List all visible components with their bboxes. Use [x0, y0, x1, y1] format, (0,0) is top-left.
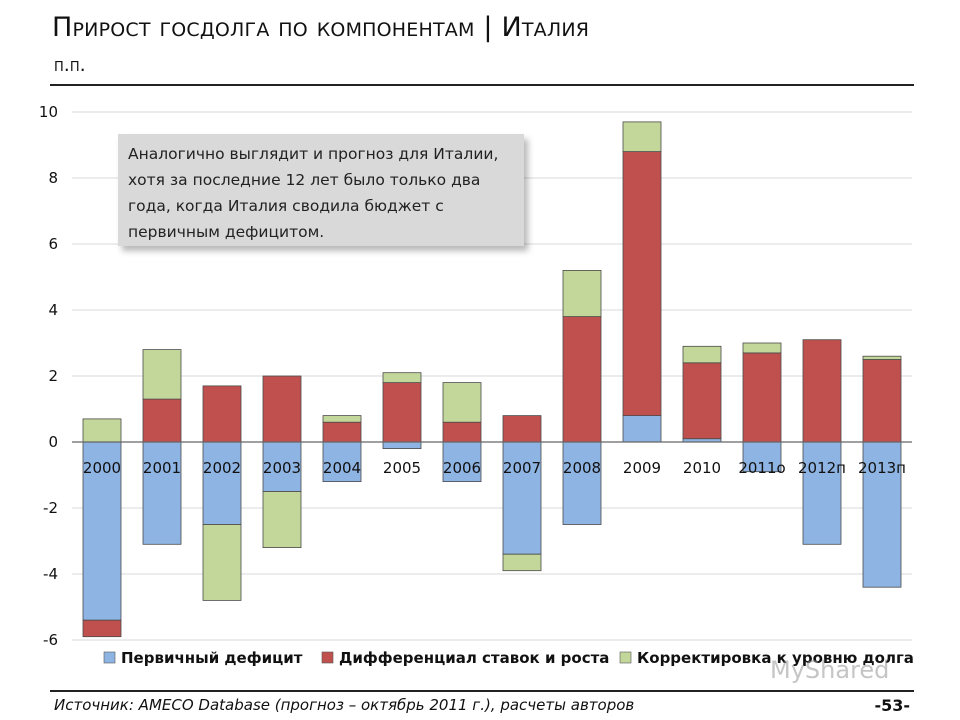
- bar-segment: [622, 151, 662, 417]
- bar-segment: [562, 441, 602, 525]
- bar-segment: [862, 355, 902, 360]
- x-tick-label: 2007: [503, 459, 541, 477]
- y-tick-label: 0: [48, 433, 58, 451]
- x-tick-label: 2001: [143, 459, 181, 477]
- bar-segment: [202, 385, 242, 443]
- bar-segment: [142, 349, 182, 400]
- x-tick-label: 2000: [83, 459, 121, 477]
- bar-segment: [682, 362, 722, 440]
- legend-label: Дифференциал ставок и роста: [339, 649, 609, 667]
- bar-segment: [382, 441, 422, 449]
- bar-segment: [742, 352, 782, 443]
- watermark-logo: MyShared: [770, 656, 890, 684]
- legend-label: Первичный дефицит: [121, 649, 303, 667]
- x-tick-label: 2009: [623, 459, 661, 477]
- bar-segment: [802, 339, 842, 443]
- axes: 10 8 6 4 2 0 -2 -4 -6 2000 2001 2002 2003 2004 2005 200…: [39, 103, 912, 649]
- bar-segment: [442, 421, 482, 443]
- bar-segment: [262, 375, 302, 443]
- x-tick-label: 2008: [563, 459, 601, 477]
- x-tick-label: 2004: [323, 459, 361, 477]
- bar-segment: [562, 269, 602, 317]
- legend-swatch: [103, 651, 116, 664]
- bar-segment: [442, 382, 482, 423]
- bar-segment: [82, 418, 122, 443]
- x-tick-label: 2010: [683, 459, 721, 477]
- bar-segment: [502, 415, 542, 443]
- bar-segment: [742, 441, 782, 473]
- bar-segment: [742, 342, 782, 354]
- y-tick-label: 4: [48, 301, 58, 319]
- x-tick-label: 2006: [443, 459, 481, 477]
- y-tick-label: 10: [39, 103, 58, 121]
- bar-segment: [802, 441, 842, 545]
- x-tick-label: 2005: [383, 459, 421, 477]
- bar-segment: [202, 524, 242, 601]
- page-number: -53-: [874, 696, 910, 715]
- bar-segment: [322, 421, 362, 443]
- bar-segment: [562, 316, 602, 443]
- bar-segment: [442, 441, 482, 482]
- bar-segment: [622, 415, 662, 443]
- x-tick-label: 2013п: [858, 459, 906, 477]
- x-tick-label: 2012п: [798, 459, 846, 477]
- bar-segment: [82, 441, 122, 621]
- top-divider: [50, 84, 914, 86]
- y-tick-label: -4: [43, 565, 58, 583]
- x-tick-label: 2011о: [738, 459, 785, 477]
- y-tick-label: -6: [43, 631, 58, 649]
- bar-segment: [622, 121, 662, 153]
- legend-swatch: [619, 651, 632, 664]
- bar-segment: [382, 382, 422, 443]
- page-title: Прирост госдолга по компонентам | Италия: [52, 12, 590, 43]
- x-tick-label: 2003: [263, 459, 301, 477]
- bar-segment: [142, 398, 182, 443]
- y-tick-label: 6: [48, 235, 58, 253]
- legend-swatch: [321, 651, 334, 664]
- bar-segment: [262, 441, 302, 492]
- x-tick-label: 2002: [203, 459, 241, 477]
- bottom-divider: [50, 690, 914, 692]
- bar-segment: [862, 359, 902, 443]
- bar-segment: [382, 372, 422, 384]
- bar-segment: [142, 441, 182, 545]
- page-subtitle: п.п.: [54, 54, 86, 76]
- y-tick-label: 8: [48, 169, 58, 187]
- annotation-callout: Аналогично выглядит и прогноз для Италии…: [118, 134, 524, 246]
- bars: [82, 121, 902, 638]
- bar-segment: [502, 553, 542, 572]
- bar-segment: [322, 415, 362, 423]
- y-tick-label: -2: [43, 499, 58, 517]
- source-note: Источник: AMECO Database (прогноз – октя…: [54, 696, 635, 714]
- legend-label: Корректировка к уровню долга: [637, 649, 914, 667]
- bar-segment: [862, 441, 902, 588]
- y-tick-label: 2: [48, 367, 58, 385]
- bar-segment: [682, 345, 722, 364]
- bar-segment: [202, 441, 242, 525]
- bar-segment: [82, 619, 122, 638]
- legend: Первичный дефицит Дифференциал ставок и р…: [103, 649, 914, 667]
- bar-segment: [262, 491, 302, 548]
- bar-segment: [322, 441, 362, 482]
